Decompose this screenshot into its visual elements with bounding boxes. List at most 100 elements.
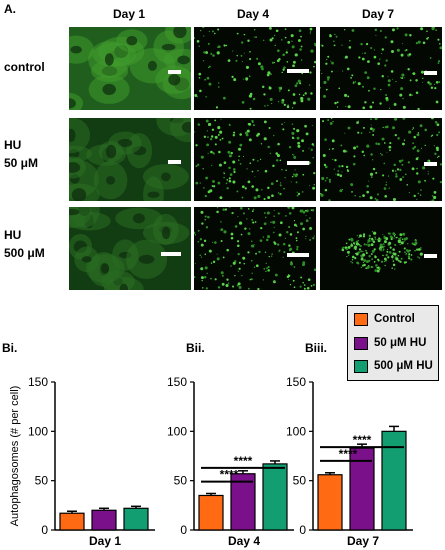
autophagosome-dot: [219, 196, 223, 200]
autophagosome-dot: [351, 255, 355, 259]
autophagosome-dot: [279, 193, 282, 196]
autophagosome-dot: [272, 164, 275, 168]
cell-nucleus: [69, 162, 81, 173]
autophagosome-dot: [430, 118, 434, 120]
legend-label-500uM: 500 μM HU: [374, 360, 433, 372]
autophagosome-dot: [262, 39, 265, 42]
autophagosome-dot: [299, 48, 302, 51]
autophagosome-dot: [380, 152, 382, 155]
autophagosome-dot: [204, 266, 208, 270]
autophagosome-dot: [250, 278, 253, 281]
autophagosome-dot: [263, 93, 266, 96]
autophagosome-dot: [417, 248, 421, 251]
autophagosome-dot: [438, 81, 441, 84]
y-tick-label: 0: [180, 523, 187, 537]
autophagosome-dot: [372, 134, 375, 136]
autophagosome-dot: [433, 195, 437, 200]
autophagosome-dot: [218, 150, 221, 154]
autophagosome-dot: [196, 96, 199, 98]
autophagosome-dot: [277, 212, 280, 215]
autophagosome-dot: [373, 231, 377, 235]
autophagosome-dot: [325, 62, 328, 65]
autophagosome-dot: [222, 208, 225, 211]
autophagosome-dot: [306, 286, 310, 290]
autophagosome-dot: [249, 107, 252, 110]
autophagosome-dot: [268, 86, 271, 88]
scale-bar: [424, 71, 437, 75]
autophagosome-dot: [374, 118, 378, 121]
legend-swatch-50uM: [354, 336, 368, 350]
autophagosome-dot: [249, 228, 251, 230]
autophagosome-dot: [387, 75, 389, 77]
autophagosome-dot: [258, 250, 261, 254]
autophagosome-dot: [282, 256, 284, 258]
autophagosome-dot: [362, 233, 366, 236]
autophagosome-dot: [385, 96, 389, 100]
autophagosome-dot: [296, 136, 300, 140]
autophagosome-dot: [368, 237, 371, 240]
autophagosome-dot: [365, 251, 368, 255]
row-label-hu-50-line2: 50 μM: [4, 156, 39, 170]
autophagosome-dot: [247, 180, 251, 184]
autophagosome-dot: [293, 223, 297, 227]
y-tick-label: 0: [41, 523, 48, 537]
autophagosome-dot: [364, 71, 368, 74]
autophagosome-dot: [372, 167, 376, 171]
autophagosome-dot: [297, 141, 301, 145]
x-axis-label: Day 7: [347, 534, 379, 548]
autophagosome-dot: [414, 239, 417, 242]
autophagosome-dot: [194, 276, 196, 279]
autophagosome-dot: [375, 199, 379, 201]
autophagosome-dot: [416, 172, 419, 175]
autophagosome-dot: [263, 120, 267, 124]
autophagosome-dot: [405, 49, 408, 51]
autophagosome-dot: [287, 41, 291, 44]
autophagosome-dot: [217, 134, 220, 136]
autophagosome-dot: [366, 185, 369, 188]
cell-nucleus: [138, 254, 155, 264]
autophagosome-dot: [311, 124, 313, 126]
autophagosome-dot: [387, 175, 390, 177]
autophagosome-dot: [369, 172, 374, 176]
autophagosome-dot: [207, 136, 209, 139]
autophagosome-dot: [288, 146, 292, 149]
autophagosome-dot: [197, 123, 201, 126]
autophagosome-dot: [340, 144, 343, 147]
autophagosome-dot: [227, 282, 230, 284]
autophagosome-dot: [239, 221, 243, 225]
autophagosome-dot: [341, 70, 344, 72]
autophagosome-dot: [249, 51, 251, 53]
autophagosome-dot: [434, 121, 438, 124]
autophagosome-dot: [331, 70, 333, 73]
autophagosome-dot: [240, 233, 243, 236]
autophagosome-dot: [359, 234, 362, 238]
autophagosome-dot: [276, 154, 280, 158]
cell-nucleus: [177, 55, 190, 65]
autophagosome-dot: [392, 263, 396, 267]
autophagosome-dot: [201, 222, 204, 225]
autophagosome-dot: [197, 229, 200, 232]
autophagosome-dot: [395, 173, 398, 176]
autophagosome-dot: [408, 130, 412, 134]
column-label-day-7: Day 7: [361, 7, 395, 21]
autophagosome-dot: [431, 27, 435, 31]
autophagosome-dot: [422, 77, 424, 80]
autophagosome-dot: [399, 168, 402, 172]
autophagosome-dot: [374, 255, 376, 257]
autophagosome-dot: [252, 208, 255, 211]
autophagosome-dot: [370, 266, 373, 268]
autophagosome-dot: [279, 184, 282, 187]
cell-blob: [69, 118, 91, 154]
autophagosome-dot: [280, 182, 282, 184]
autophagosome-dot: [220, 221, 222, 223]
autophagosome-dot: [416, 149, 420, 153]
autophagosome-dot: [216, 257, 220, 261]
autophagosome-dot: [208, 82, 212, 86]
autophagosome-dot: [357, 239, 360, 242]
autophagosome-dot: [281, 123, 283, 125]
autophagosome-dot: [202, 287, 204, 289]
autophagosome-dot: [433, 190, 437, 194]
autophagosome-dot: [292, 173, 295, 176]
autophagosome-dot: [387, 79, 391, 83]
autophagosome-dot: [313, 268, 316, 272]
